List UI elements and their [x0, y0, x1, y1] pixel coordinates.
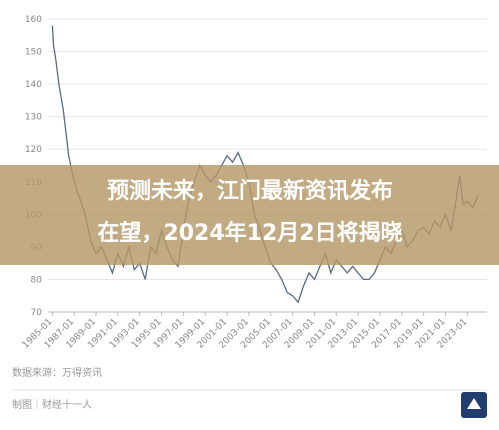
logo-icon [467, 398, 481, 409]
banner-line: 预测未来，江门最新资讯发布 [107, 178, 393, 204]
credit: 制图｜财经十一人 [12, 398, 92, 411]
y-tick-label: 130 [25, 113, 42, 123]
y-tick-label: 140 [25, 80, 42, 90]
y-tick-label: 120 [25, 145, 42, 155]
y-tick-label: 80 [31, 275, 43, 285]
source: 数据来源：万得资讯 [12, 366, 102, 379]
banner-line: 在望，2024年12月2日将揭晓 [97, 220, 402, 246]
banner-bg [0, 165, 499, 265]
y-tick-label: 150 [25, 48, 42, 58]
y-tick-label: 70 [31, 308, 43, 318]
y-tick-label: 160 [25, 15, 42, 25]
